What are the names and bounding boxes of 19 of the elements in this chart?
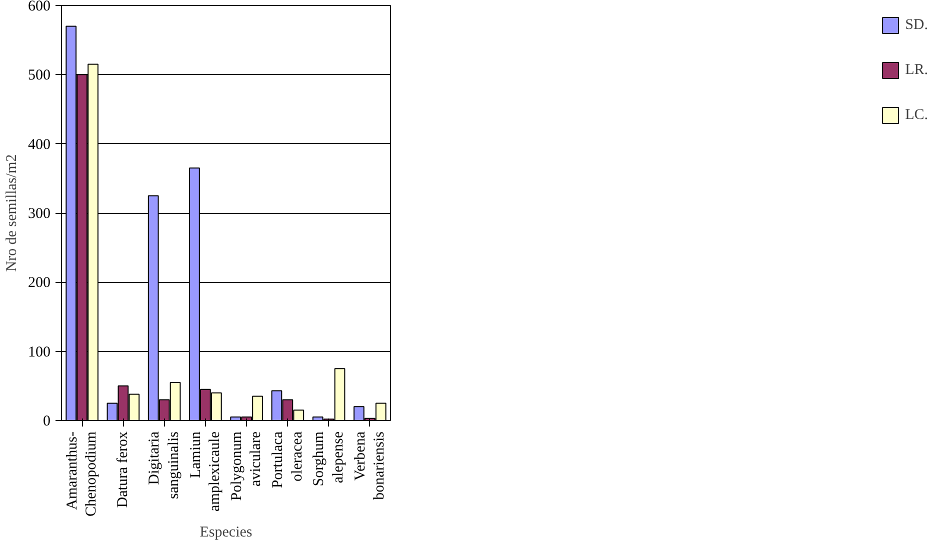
- x-tick-label: Sorghum alepense: [311, 431, 346, 486]
- y-tick-label: 300: [28, 206, 50, 222]
- x-tick-label: Verbena bonariensis: [352, 431, 388, 500]
- y-tick-label: 0: [43, 414, 50, 430]
- y-tick-label: 400: [28, 136, 50, 153]
- legend-label: LC.: [905, 106, 928, 124]
- y-tick-label: 600: [28, 0, 50, 14]
- y-tick-label: 500: [28, 68, 50, 84]
- y-tick-label: 100: [28, 344, 50, 360]
- x-tick-label: Portulaca oleracea: [270, 431, 306, 488]
- x-tick-label: Amaranthus- Chenopodium: [64, 431, 100, 516]
- x-axis-title: Especies: [200, 524, 252, 540]
- legend-label: SD.: [905, 16, 928, 34]
- legend-label: LR.: [905, 62, 928, 78]
- x-tick-label: Datura ferox: [115, 431, 132, 508]
- x-tick-label: Lamiun amplexicaule: [188, 431, 224, 512]
- y-axis-title: Nro de semillas/m2: [4, 154, 20, 272]
- y-tick-label: 200: [28, 275, 50, 292]
- x-tick-label: Digitaria sanguinalis: [146, 431, 182, 499]
